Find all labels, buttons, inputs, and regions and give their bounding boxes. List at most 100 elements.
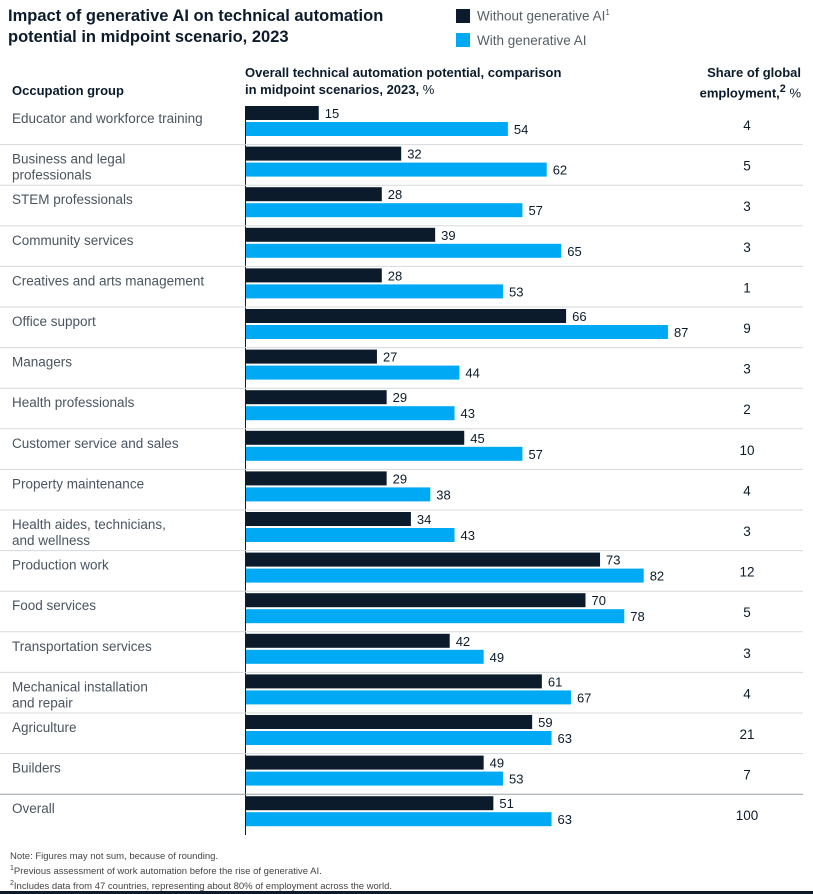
share-of-employment-value: 5 bbox=[743, 159, 751, 174]
bar-without-generative-ai bbox=[246, 106, 319, 120]
bar-value-label: 59 bbox=[538, 715, 552, 730]
chart-title: Impact of generative AI on technical aut… bbox=[8, 7, 384, 46]
share-of-employment-value: 3 bbox=[743, 524, 751, 539]
bar-value-label: 82 bbox=[650, 569, 664, 584]
share-of-employment-value: 21 bbox=[739, 727, 754, 742]
bar-value-label: 34 bbox=[417, 512, 431, 527]
bar-value-label: 51 bbox=[499, 796, 513, 811]
bar-without-generative-ai bbox=[246, 471, 387, 486]
header-share-of-employment: Share of global employment,2 % bbox=[699, 65, 801, 101]
category-label-line: Community services bbox=[12, 233, 134, 248]
category-label: Managers bbox=[12, 355, 72, 370]
bar-value-label: 45 bbox=[470, 431, 484, 446]
header-automation-potential: Overall technical automation potential, … bbox=[245, 65, 562, 97]
bar-with-generative-ai bbox=[246, 446, 523, 461]
legend-item-with: With generative AI bbox=[456, 28, 610, 52]
share-of-employment-value: 4 bbox=[743, 483, 751, 498]
share-of-employment-value: 3 bbox=[743, 646, 751, 661]
bar-value-label: 49 bbox=[490, 650, 504, 665]
category-label: Overall bbox=[12, 801, 55, 816]
bar-with-generative-ai bbox=[246, 649, 484, 664]
bar-with-generative-ai bbox=[246, 812, 552, 827]
category-label-line: Agriculture bbox=[12, 720, 77, 735]
bar-value-label: 43 bbox=[461, 528, 475, 543]
bar-without-generative-ai bbox=[246, 512, 411, 526]
share-of-employment-value: 5 bbox=[743, 605, 751, 620]
bar-value-label: 65 bbox=[567, 244, 581, 259]
bar-value-label: 61 bbox=[548, 674, 562, 689]
bar-value-label: 67 bbox=[577, 690, 591, 705]
bar-with-generative-ai bbox=[246, 690, 571, 705]
footnotes: Note: Figures may not sum, because of ro… bbox=[10, 851, 392, 893]
share-of-employment-value: 12 bbox=[739, 565, 754, 580]
share-of-employment-value: 9 bbox=[743, 321, 751, 336]
share-of-employment-value: 100 bbox=[736, 808, 759, 823]
header-occupation-group: Occupation group bbox=[12, 83, 124, 98]
category-label: Mechanical installation and repair bbox=[12, 679, 148, 710]
category-label: Health professionals bbox=[12, 395, 135, 410]
bar-value-label: 29 bbox=[393, 390, 407, 405]
category-label: Builders bbox=[12, 761, 61, 776]
bar-without-generative-ai bbox=[246, 674, 542, 689]
bar-value-label: 53 bbox=[509, 772, 523, 787]
category-label-line: STEM professionals bbox=[12, 192, 133, 207]
bar-value-label: 39 bbox=[441, 228, 455, 243]
bar-value-label: 29 bbox=[393, 471, 407, 486]
share-of-employment-value: 7 bbox=[743, 768, 751, 783]
category-label-line: and repair bbox=[12, 695, 73, 710]
share-of-employment-value: 1 bbox=[743, 280, 751, 295]
bar-value-label: 87 bbox=[674, 325, 688, 340]
bar-value-label: 63 bbox=[558, 731, 572, 746]
bar-without-generative-ai bbox=[246, 349, 377, 364]
bar-without-generative-ai bbox=[246, 227, 436, 242]
bar-value-label: 63 bbox=[558, 812, 572, 827]
bar-without-generative-ai bbox=[246, 430, 465, 445]
bar-value-label: 43 bbox=[461, 406, 475, 421]
bar-with-generative-ai bbox=[246, 406, 455, 421]
category-label-line: Production work bbox=[12, 558, 109, 573]
bar-value-label: 42 bbox=[456, 634, 470, 649]
category-label-line: Overall bbox=[12, 801, 55, 816]
bar-without-generative-ai bbox=[246, 715, 533, 729]
category-label: Office support bbox=[12, 314, 96, 329]
bar-without-generative-ai bbox=[246, 187, 382, 202]
share-of-employment-value: 2 bbox=[743, 402, 751, 417]
bar-without-generative-ai bbox=[246, 146, 402, 161]
bar-with-generative-ai bbox=[246, 487, 431, 502]
share-of-employment-value: 10 bbox=[739, 443, 754, 458]
category-label-line: professionals bbox=[12, 168, 92, 183]
bar-value-label: 70 bbox=[592, 593, 606, 608]
bar-value-label: 15 bbox=[325, 106, 339, 121]
bar-value-label: 49 bbox=[490, 756, 504, 771]
category-label: Food services bbox=[12, 598, 96, 613]
category-label: Property maintenance bbox=[12, 476, 144, 491]
category-label: Creatives and arts management bbox=[12, 273, 204, 288]
bar-without-generative-ai bbox=[246, 593, 586, 608]
bottom-rule bbox=[0, 891, 813, 894]
footnote-note: Note: Figures may not sum, because of ro… bbox=[10, 851, 219, 862]
category-label-line: Customer service and sales bbox=[12, 436, 179, 451]
bar-with-generative-ai bbox=[246, 122, 508, 136]
bar-value-label: 78 bbox=[630, 609, 644, 624]
share-of-employment-value: 4 bbox=[743, 686, 751, 701]
category-label-line: Mechanical installation bbox=[12, 679, 148, 694]
category-label: Educator and workforce training bbox=[12, 111, 203, 126]
bar-value-label: 66 bbox=[572, 309, 586, 324]
bar-without-generative-ai bbox=[246, 309, 567, 323]
bar-with-generative-ai bbox=[246, 203, 523, 218]
bar-value-label: 53 bbox=[509, 284, 523, 299]
category-label-line: Health professionals bbox=[12, 395, 135, 410]
bar-without-generative-ai bbox=[246, 755, 484, 770]
category-label-line: Managers bbox=[12, 355, 72, 370]
bar-without-generative-ai bbox=[246, 552, 601, 567]
category-label: Production work bbox=[12, 558, 109, 573]
category-label-line: Property maintenance bbox=[12, 476, 144, 491]
category-label-line: and wellness bbox=[12, 533, 90, 548]
legend-label-without: Without generative AI1 bbox=[477, 8, 610, 24]
category-label: Business and legal professionals bbox=[12, 152, 125, 183]
bar-with-generative-ai bbox=[246, 528, 455, 542]
bar-value-label: 57 bbox=[528, 203, 542, 218]
legend-swatch-without bbox=[456, 9, 470, 23]
category-label: Customer service and sales bbox=[12, 436, 179, 451]
